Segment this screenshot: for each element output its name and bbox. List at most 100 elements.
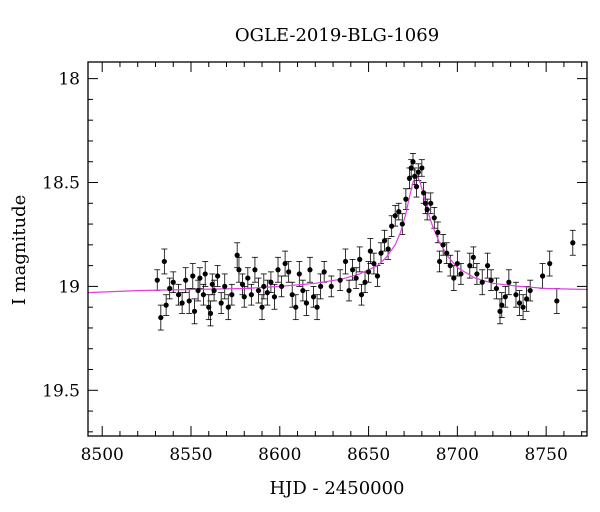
data-point [346,287,352,294]
data-point [385,246,391,252]
chart-title: OGLE-2019-BLG-1069 [235,25,439,46]
data-point [163,302,169,308]
data-point [248,292,254,298]
data-point [413,184,420,190]
data-point [211,287,217,294]
data-point [527,287,533,294]
data-point [362,279,368,285]
data-point [502,294,508,300]
data-point [202,271,208,277]
data-point [259,304,265,310]
data-point [396,209,402,215]
data-point [408,165,414,171]
data-point [271,294,278,300]
data-point [236,267,242,273]
data-point [158,314,164,321]
data-point [437,258,443,265]
data-point [447,263,453,269]
data-point [215,273,221,279]
plot-frame [87,61,588,437]
data-point [367,248,373,254]
data-point [474,271,480,277]
data-point [286,269,292,275]
data-point [167,285,173,292]
data-point [406,175,413,181]
data-point [179,300,185,306]
data-point [444,250,450,256]
data-point [499,302,505,308]
data-point [222,283,228,289]
data-point [497,308,503,314]
data-point [268,279,274,285]
data-point [419,165,425,171]
data-point [358,292,365,298]
data-point [424,206,430,213]
data-point [261,283,267,289]
data-point [310,294,317,300]
data-point [378,250,384,256]
data-point [245,275,251,281]
data-point [303,300,310,306]
y-tick-label: 18.5 [42,174,80,194]
data-point [381,238,388,244]
data-point [365,269,372,275]
data-point [321,269,327,275]
data-point [300,287,306,294]
data-point [197,275,203,281]
data-point [293,304,299,310]
data-point [229,292,235,298]
data-point [175,292,182,298]
data-point [307,267,313,273]
data-points [154,159,576,321]
data-point [431,215,437,221]
data-point [314,304,320,310]
x-tick-label: 8600 [258,445,301,465]
data-point [200,292,207,298]
data-point [484,263,491,269]
y-tick-label: 18 [58,70,80,90]
data-point [206,304,212,310]
data-point [470,254,476,260]
data-point [389,223,395,229]
data-point [435,229,441,235]
tick-labels: 8500 8550 8600 8650 8700 8750 18 18.5 19 19.5 [42,70,568,465]
data-point [479,279,485,285]
x-tick-label: 8700 [436,445,479,465]
data-point [207,310,214,317]
data-point [412,173,418,179]
model-layer [87,175,588,294]
y-axis-label: I magnitude [9,195,30,306]
data-point [191,308,198,314]
data-point [554,298,560,304]
data-point [440,242,446,248]
data-point [357,256,363,262]
y-tick-label: 19.5 [42,381,80,401]
data-point [371,260,377,267]
data-point [209,281,215,287]
data-point [342,258,349,265]
data-point [289,292,295,298]
data-point [252,267,258,273]
data-point [349,267,356,273]
data-point [451,275,457,281]
data-point [467,263,473,269]
data-point [234,252,240,258]
x-tick-label: 8650 [347,445,390,465]
data-point [547,260,553,267]
x-tick-label: 8750 [525,445,568,465]
data-point [337,277,343,283]
data-point [488,277,494,283]
data-point [278,283,285,289]
data-point [399,221,405,227]
x-axis-label: HJD - 2450000 [269,478,404,499]
data-point [403,196,409,202]
data-point [570,240,576,246]
data-point [183,277,189,283]
data-point [540,273,546,279]
data-point [524,296,530,302]
data-point [318,283,324,289]
data-point [493,285,500,292]
data-point [225,304,231,310]
data-point [275,267,281,273]
data-point [513,292,519,298]
